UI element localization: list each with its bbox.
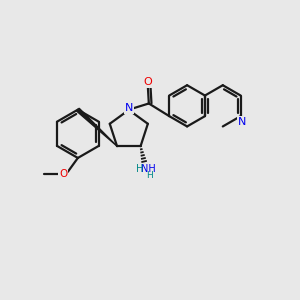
Text: H: H [147, 170, 153, 179]
Text: O: O [59, 169, 67, 179]
Text: N: N [125, 103, 134, 113]
Polygon shape [76, 108, 117, 146]
Text: O: O [144, 77, 152, 87]
Text: H: H [136, 164, 144, 174]
Text: NH: NH [141, 164, 156, 174]
Text: N: N [238, 117, 246, 127]
